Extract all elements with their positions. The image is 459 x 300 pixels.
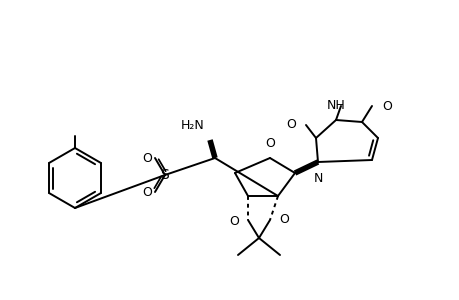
Text: O: O (279, 214, 288, 226)
Text: H₂N: H₂N (181, 119, 205, 132)
Text: S: S (160, 168, 169, 182)
Text: NH: NH (326, 99, 345, 112)
Text: O: O (285, 118, 295, 131)
Text: O: O (142, 185, 151, 199)
Text: O: O (142, 152, 151, 164)
Text: N: N (313, 172, 322, 185)
Text: O: O (381, 100, 391, 112)
Text: O: O (264, 137, 274, 150)
Text: O: O (229, 215, 239, 229)
